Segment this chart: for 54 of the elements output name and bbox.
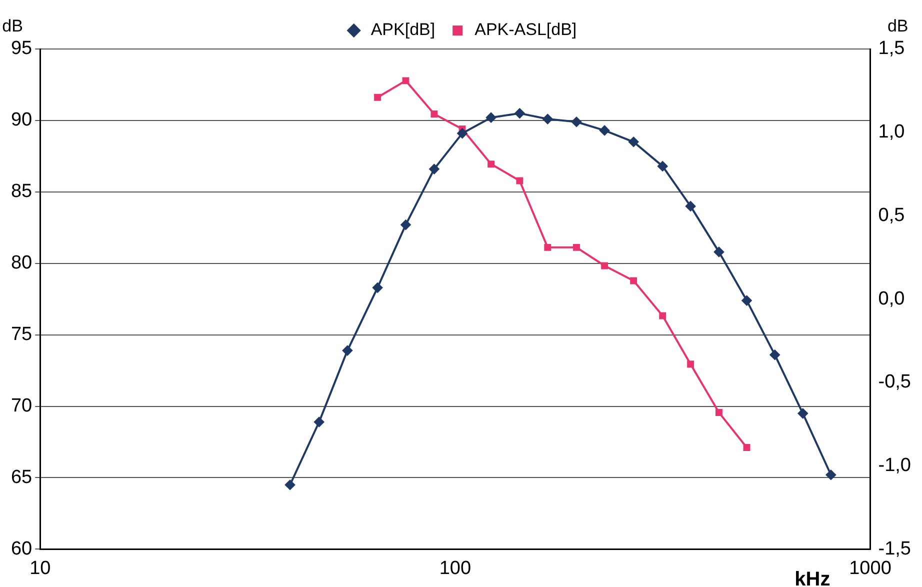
point — [429, 164, 440, 174]
y2-tick-label: -1,5 — [878, 538, 912, 560]
y-tick-label: 65 — [10, 466, 32, 488]
point — [630, 277, 638, 284]
point — [714, 246, 724, 257]
point — [658, 161, 668, 172]
x-tick-label: 100 — [439, 558, 472, 579]
point — [686, 201, 696, 212]
point — [374, 94, 382, 101]
point — [687, 360, 694, 368]
point — [542, 114, 553, 124]
point — [601, 262, 608, 270]
point — [402, 77, 410, 84]
point — [514, 108, 525, 118]
point — [628, 136, 639, 147]
x-axis-title: kHz — [794, 568, 830, 587]
x-tick-label: 10 — [30, 558, 51, 579]
point — [573, 244, 580, 251]
point — [572, 116, 582, 127]
point — [516, 177, 524, 184]
y2-axis-title: dB — [887, 16, 908, 36]
point — [430, 110, 438, 118]
point — [770, 350, 780, 360]
point — [488, 160, 495, 168]
point — [743, 444, 750, 451]
point — [742, 296, 752, 306]
legend-label: APK[dB] — [370, 20, 436, 40]
y2-tick-label: 0,5 — [878, 204, 905, 226]
y-tick-label: 75 — [10, 324, 32, 346]
y2-tick-label: 1,5 — [878, 38, 905, 60]
point — [600, 125, 610, 136]
point — [544, 244, 552, 251]
point — [798, 408, 808, 418]
point — [715, 409, 722, 416]
y-tick-label: 85 — [10, 181, 32, 202]
y-axis-title: dB — [2, 16, 23, 36]
y2-tick-label: 0,0 — [878, 288, 905, 310]
point — [826, 470, 836, 480]
point — [314, 417, 324, 428]
y-tick-label: 80 — [10, 252, 32, 274]
y2-tick-label: -1,0 — [878, 455, 912, 476]
point — [400, 220, 411, 230]
y2-tick-label: -0,5 — [878, 372, 912, 393]
point — [659, 312, 666, 320]
y-tick-label: 95 — [10, 38, 32, 60]
y-tick-label: 60 — [10, 538, 32, 560]
legend-label: APK-ASL[dB] — [474, 20, 577, 40]
x-tick-label: 1000 — [849, 558, 892, 579]
y-tick-label: 70 — [10, 396, 32, 417]
point — [486, 112, 496, 123]
y2-tick-label: 1,0 — [878, 122, 905, 143]
point — [457, 128, 468, 138]
point — [372, 282, 383, 293]
y-tick-label: 90 — [10, 110, 32, 131]
